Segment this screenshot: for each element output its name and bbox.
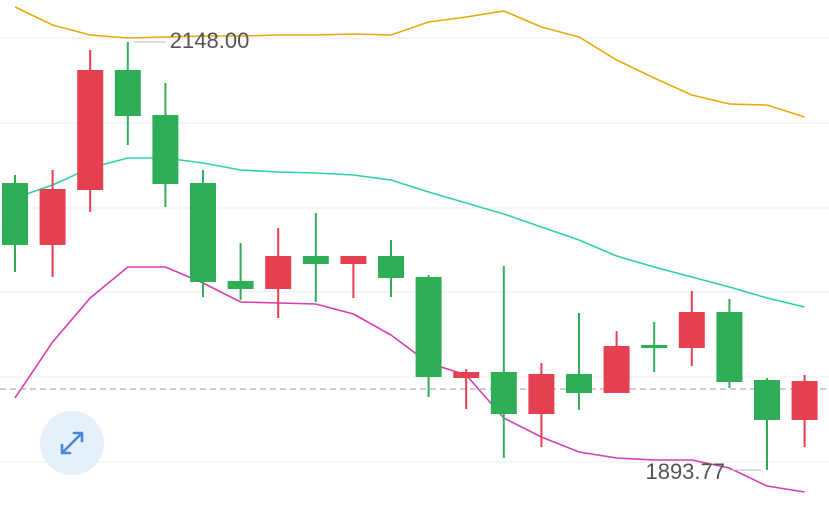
candle-body <box>302 256 329 265</box>
annotation-label: 1893.77 <box>645 459 725 484</box>
expand-button[interactable] <box>40 411 104 475</box>
plot: 2148.00 1893.77 <box>0 6 829 493</box>
candle-body <box>453 372 480 378</box>
candle-body <box>716 312 743 383</box>
candle-body <box>227 281 254 290</box>
candle-body <box>641 345 668 348</box>
candle-body <box>754 380 780 420</box>
candle-body <box>114 70 141 117</box>
candle-body <box>528 374 555 415</box>
candle-body <box>378 256 404 278</box>
candle-body <box>791 381 818 420</box>
candle-body <box>566 374 592 393</box>
candle-body <box>678 312 705 348</box>
band-line <box>14 6 805 118</box>
candle-body <box>603 346 630 393</box>
candle-body <box>152 115 179 185</box>
candle-body <box>77 70 104 190</box>
candle-body <box>415 277 442 378</box>
candle-body <box>340 256 367 265</box>
annotation-label: 2148.00 <box>170 28 250 53</box>
band-line <box>14 157 805 308</box>
band-line <box>14 266 805 493</box>
candle-body <box>39 189 66 245</box>
candle-body <box>490 372 517 415</box>
expand-icon[interactable] <box>60 431 84 455</box>
candle-body <box>190 182 216 283</box>
candle-body <box>265 256 292 290</box>
candle-body <box>2 182 28 245</box>
